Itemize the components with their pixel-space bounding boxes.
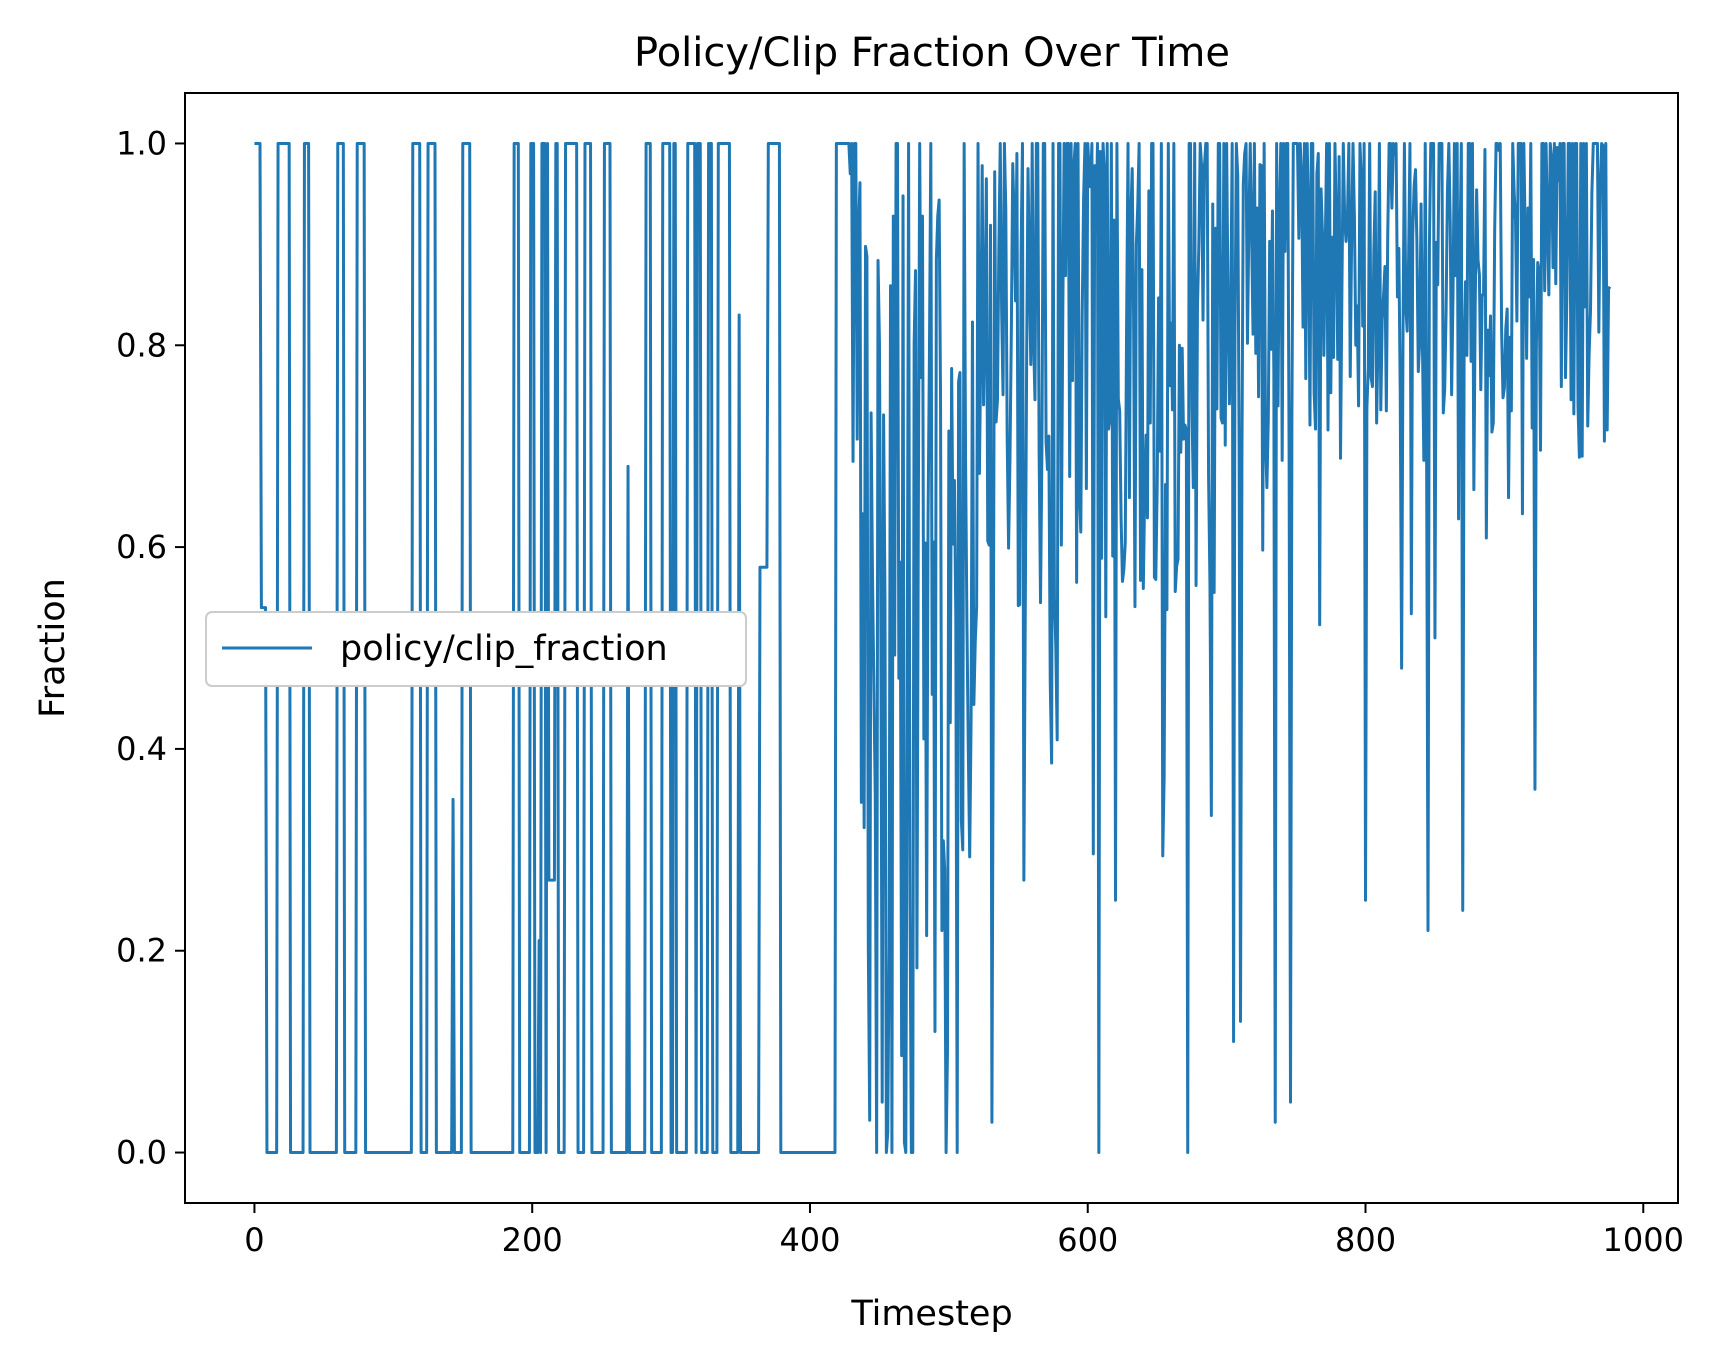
y-tick-label: 0.0 bbox=[116, 1134, 167, 1172]
x-tick-label: 0 bbox=[244, 1221, 264, 1259]
x-tick-label: 1000 bbox=[1603, 1221, 1684, 1259]
legend-box bbox=[205, 611, 747, 687]
legend: policy/clip_fraction bbox=[205, 611, 747, 687]
y-tick-label: 0.8 bbox=[116, 326, 167, 364]
x-tick-label: 400 bbox=[779, 1221, 840, 1259]
x-tick-label: 200 bbox=[502, 1221, 563, 1259]
chart-title: Policy/Clip Fraction Over Time bbox=[634, 30, 1230, 76]
plot-frame bbox=[184, 92, 1679, 1204]
y-tick-label: 0.2 bbox=[116, 932, 167, 970]
y-tick-label: 0.4 bbox=[116, 730, 167, 768]
x-tick-label: 600 bbox=[1057, 1221, 1118, 1259]
series-line bbox=[254, 141, 1612, 1155]
y-tick-label: 0.6 bbox=[116, 528, 167, 566]
x-axis-ticks: 0 200 400 600 800 1000 bbox=[244, 1203, 1684, 1259]
legend-label: policy/clip_fraction bbox=[340, 629, 668, 669]
y-axis-ticks: 0.0 0.2 0.4 0.6 0.8 1.0 bbox=[116, 124, 185, 1172]
x-axis-label: Timestep bbox=[850, 1294, 1012, 1334]
y-tick-label: 1.0 bbox=[116, 124, 167, 162]
y-axis-label: Fraction bbox=[33, 578, 73, 718]
plot-area bbox=[184, 92, 1679, 1204]
x-tick-label: 800 bbox=[1335, 1221, 1396, 1259]
